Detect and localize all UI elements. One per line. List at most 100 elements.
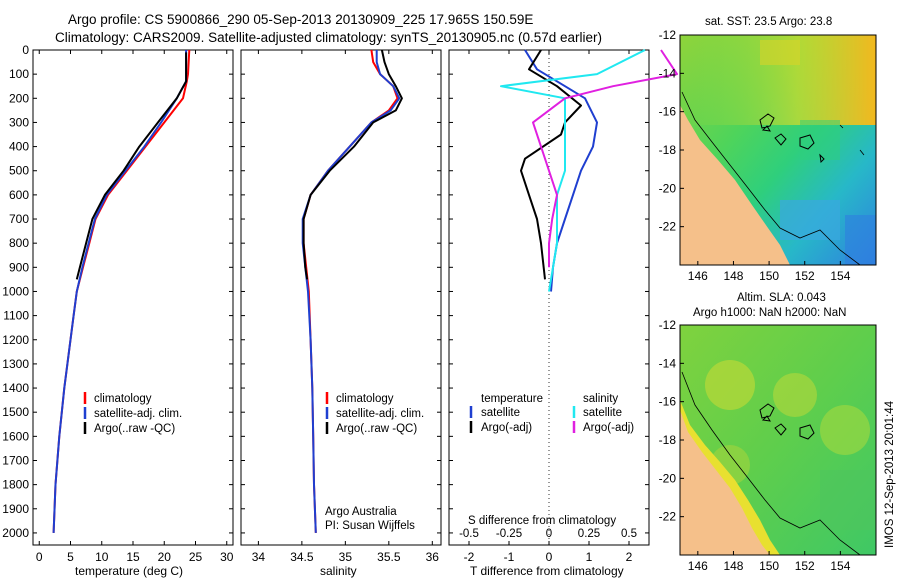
y-tick-label: 200 — [9, 91, 29, 105]
x-tick-label: 36 — [426, 550, 440, 564]
legend-temperature-header: temperature — [481, 393, 543, 405]
s-difference-ticks: -0.5 -0.25 0 0.25 0.5 — [459, 528, 637, 540]
legend-satellite: satellite-adj. clim. — [336, 408, 424, 420]
temperature-xlabel: temperature (deg C) — [75, 564, 183, 578]
salinity-legend: climatology satellite-adj. clim. Argo(..… — [325, 392, 424, 435]
x-tick-label: 35.5 — [377, 550, 401, 564]
salinity-x-axis: 34 34.5 35 35.5 36 — [252, 50, 440, 564]
legend-satellite: satellite-adj. clim. — [94, 408, 182, 420]
map-y-tick-label: -12 — [659, 318, 677, 332]
x-tick-label: 30 — [220, 550, 234, 564]
land-mass — [680, 410, 770, 555]
legend-argo: Argo(..raw -QC) — [336, 423, 417, 435]
map-x-tick-label: 152 — [795, 269, 815, 283]
x-tick-label: 34.5 — [290, 550, 314, 564]
map-y-tick-label: -20 — [659, 181, 677, 195]
map-x-tick-label: 150 — [759, 269, 779, 283]
y-tick-label: 700 — [9, 212, 29, 226]
s-tick-label: 0.25 — [578, 528, 600, 540]
s-tick-label: -0.25 — [496, 528, 522, 540]
sla-map-title-1: Altim. SLA: 0.043 — [737, 292, 826, 304]
map-y-tick-label: -20 — [659, 471, 677, 485]
x-tick-label: 0 — [546, 550, 553, 564]
y-tick-label: 900 — [9, 260, 29, 274]
sla-map-image — [680, 325, 876, 555]
y-tick-label: 100 — [9, 67, 29, 81]
map-y-tick-label: -22 — [659, 220, 677, 234]
y-tick-label: 1200 — [2, 333, 29, 347]
watermark-timestamp: IMOS 12-Sep-2013 20:01:44 — [884, 400, 896, 548]
series-line-argo — [302, 49, 403, 280]
y-tick-label: 1800 — [2, 478, 29, 492]
x-tick-label: 2 — [626, 550, 633, 564]
x-tick-label: 20 — [158, 550, 172, 564]
map-y-tick-label: -16 — [659, 395, 677, 409]
depth-axis: 0 100 200 300 400 500 600 700 800 900 1000 1100 1200… — [2, 43, 233, 540]
y-tick-label: 400 — [9, 140, 29, 154]
y-tick-label: 1400 — [2, 381, 29, 395]
s-tick-label: 0.5 — [621, 528, 637, 540]
legend-climatology: climatology — [94, 393, 152, 405]
legend-s-satellite: satellite — [583, 407, 622, 419]
temperature-x-axis: 0 5 10 15 20 25 30 — [36, 50, 234, 564]
y-tick-label: 600 — [9, 188, 29, 202]
series-line-s-argo-adj- — [532, 49, 678, 268]
map-y-tick-label: -12 — [659, 28, 677, 42]
map-x-tick-label: 148 — [723, 559, 743, 573]
map-x-tick-label: 152 — [795, 559, 815, 573]
x-tick-label: 5 — [67, 550, 74, 564]
x-tick-label: -2 — [464, 550, 475, 564]
x-tick-label: 10 — [95, 550, 109, 564]
y-tick-label: 0 — [22, 43, 29, 57]
legend-t-argo: Argo(-adj) — [481, 422, 532, 434]
legend-salinity-header: salinity — [583, 393, 618, 405]
legend-s-argo: Argo(-adj) — [583, 422, 634, 434]
map-y-tick-label: -16 — [659, 105, 677, 119]
y-tick-label: 2000 — [2, 526, 29, 540]
temperature-panel: 0100200300400500600700800900100011001200… — [2, 43, 233, 578]
sla-map-axes: 146 148 150 152 154 -12 -14 -16 -18 -20 -22 — [659, 318, 851, 573]
difference-panel: -2 -1 0 1 2 temperature salinity satellite A… — [448, 49, 678, 578]
y-tick-label: 1000 — [2, 284, 29, 298]
map-x-tick-label: 146 — [688, 269, 708, 283]
s-difference-xlabel: S difference from climatology — [468, 515, 616, 527]
y-tick-label: 1700 — [2, 453, 29, 467]
difference-legend: temperature salinity satellite Argo(-adj… — [469, 393, 634, 434]
salinity-depth-ticks — [241, 49, 441, 534]
y-tick-label: 300 — [9, 115, 29, 129]
sla-map-panel: Altim. SLA: 0.043 Argo h1000: NaN h2000:… — [659, 292, 877, 573]
series-line-t-argo-adj- — [520, 49, 582, 280]
t-difference-xlabel: T difference from climatology — [470, 564, 624, 578]
x-tick-label: 34 — [252, 550, 266, 564]
x-tick-label: 1 — [586, 550, 593, 564]
map-y-tick-label: -14 — [659, 356, 677, 370]
map-x-tick-label: 150 — [759, 559, 779, 573]
map-x-tick-label: 146 — [688, 559, 708, 573]
x-tick-label: -1 — [504, 550, 515, 564]
annotation-pi: PI: Susan Wijffels — [325, 520, 415, 532]
difference-lines — [500, 49, 678, 292]
series-line-s-satellite — [500, 49, 646, 292]
y-tick-label: 800 — [9, 236, 29, 250]
y-tick-label: 1600 — [2, 429, 29, 443]
s-tick-label: 0 — [546, 528, 552, 540]
map-y-tick-label: -18 — [659, 143, 677, 157]
map-x-tick-label: 154 — [830, 269, 850, 283]
x-tick-label: 35 — [339, 550, 353, 564]
legend-argo: Argo(..raw -QC) — [94, 423, 175, 435]
y-tick-label: 1300 — [2, 357, 29, 371]
x-tick-label: 0 — [36, 550, 43, 564]
y-tick-label: 1100 — [3, 309, 29, 323]
legend-climatology: climatology — [336, 393, 394, 405]
annotation-argo-australia: Argo Australia — [325, 506, 397, 518]
temperature-axes-frame — [32, 49, 234, 546]
land-mass — [680, 105, 790, 265]
salinity-axes-frame — [240, 49, 442, 546]
map-x-tick-label: 148 — [723, 269, 743, 283]
map-y-tick-label: -18 — [659, 433, 677, 447]
temperature-legend: climatology satellite-adj. clim. Argo(..… — [83, 392, 182, 435]
y-tick-label: 1500 — [2, 405, 29, 419]
map-x-tick-label: 154 — [830, 559, 850, 573]
sst-map-image — [680, 35, 876, 265]
